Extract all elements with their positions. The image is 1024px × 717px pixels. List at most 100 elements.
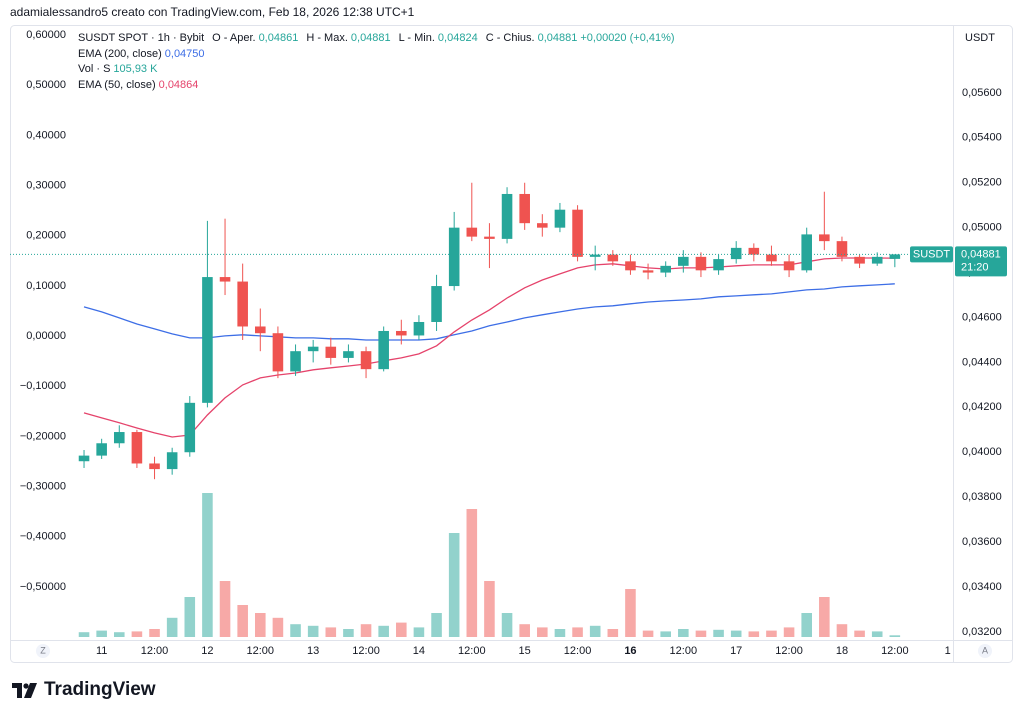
price-countdown: 21:20 [961,261,989,273]
legend-row: SUSDT SPOT · 1h · Bybit O - Aper. 0,04861 H… [78,31,683,47]
x-tick-label: 11 [96,645,107,657]
candle-body [695,256,707,271]
volume-bar [713,629,724,637]
x-tick-label: 12:00 [564,645,592,657]
logo: TradingView [12,679,156,701]
candle-body [730,247,742,260]
volume-bar [678,629,689,637]
legend-entry: EMA (50, close) [78,78,156,91]
ema-line [83,283,895,341]
symbol-tag [910,246,953,263]
logo-text: TradingView [44,679,156,700]
volume-bar [871,631,883,637]
candle-body [325,346,337,358]
candle-body [748,247,760,255]
ema-layer [83,257,895,438]
x-tick-label: 12:00 [458,645,486,657]
y-tick-label: 0,03200 [962,626,1002,638]
candle-body [255,326,266,334]
candle-body [660,265,671,273]
y-tick-label: 0,03800 [962,491,1002,503]
y2-tick-label: −0,20000 [20,430,66,442]
y-tick-label: 0,05600 [962,87,1002,99]
candle-body [642,270,654,273]
legend-row: Vol · S 105,93 K [78,62,683,78]
corner-button[interactable] [978,644,992,658]
candle-body [149,463,160,470]
x-tick-label: 12:00 [670,645,698,657]
y-tick-label: 0,04400 [962,356,1002,368]
x-tick-label: 17 [730,645,742,657]
volume-bar [290,624,301,637]
x-tick-label: 12:00 [881,645,909,657]
candle-body [343,351,354,358]
volume-bar [431,613,442,637]
legend-value: 105,93 K [113,63,158,75]
x-tick-label: 12:00 [775,645,803,657]
candle-body [501,193,513,239]
y2-tick-label: −0,10000 [20,380,66,392]
left-corner[interactable]: Z [40,645,46,655]
candle-body [237,281,248,327]
volume-bar [325,627,337,637]
y2-tick-label: 0,60000 [26,29,66,41]
ohlc-value: 0,04824 [437,32,478,44]
candle-body [713,259,724,271]
volume-bar [572,627,583,637]
chart-frame [10,25,1013,663]
candle-body [202,277,213,403]
legend-title: SUSDT SPOT · 1h · Bybit [78,32,205,44]
volume-bar [413,627,425,637]
volume-bar [730,630,742,637]
volume-bar [113,632,125,637]
ema-line [83,257,895,438]
y2-tick-label: −0,50000 [20,581,66,593]
candle-body [396,330,407,336]
chart: USDT Z A 0,60000 0,50000 0,40000 0,30000 0,2… [10,25,1013,663]
candle-body [854,256,865,264]
legend-value: 0,04864 [158,78,199,91]
candle-body [431,286,442,322]
volume-bar [660,631,671,637]
volume-bar [466,509,478,637]
y-tick-label: 0,03600 [962,536,1002,548]
volume-bar [219,581,231,637]
legend-entry: EMA (200, close) [78,47,162,60]
candle-body [113,432,125,444]
candle-body [360,351,372,370]
volume-bar [501,613,513,637]
volume-bar [766,630,777,637]
candle-body [378,330,389,370]
candle-body [678,256,689,266]
candle-body [448,227,460,287]
y2-tick-label: 0,40000 [26,129,66,141]
ohlc-value: 0,04881 [350,32,391,44]
corner-button[interactable] [36,644,50,658]
volume-bar [378,625,389,637]
candle-body [290,351,301,372]
volume-bar [307,625,319,637]
x-tick-label: 15 [519,645,531,657]
candle-body [819,234,830,242]
legend-row: EMA (200, close) 0,04750 [78,47,683,63]
volume-bar [255,613,266,637]
volume-bar [131,631,143,637]
candle-body [184,402,196,453]
candle-body [466,227,478,237]
candle-body [766,254,777,262]
volume-bar [272,617,284,637]
x-tick-label: 12:00 [141,645,169,657]
y-axis-label: USDT [965,32,995,44]
candle-body [554,209,566,228]
volume-bar [625,589,636,637]
volume-bar [237,605,248,637]
volume-bar [96,630,107,637]
ohlc-value: 0,04861 [258,32,299,44]
y-tick-label: 0,05400 [962,132,1002,144]
right-corner[interactable]: A [982,645,988,655]
volume-bar [819,597,830,637]
x-tick-label: 14 [413,645,425,657]
x-tick-label: 12:00 [247,645,275,657]
volume-layer [78,493,901,637]
volume-bar [396,622,407,637]
